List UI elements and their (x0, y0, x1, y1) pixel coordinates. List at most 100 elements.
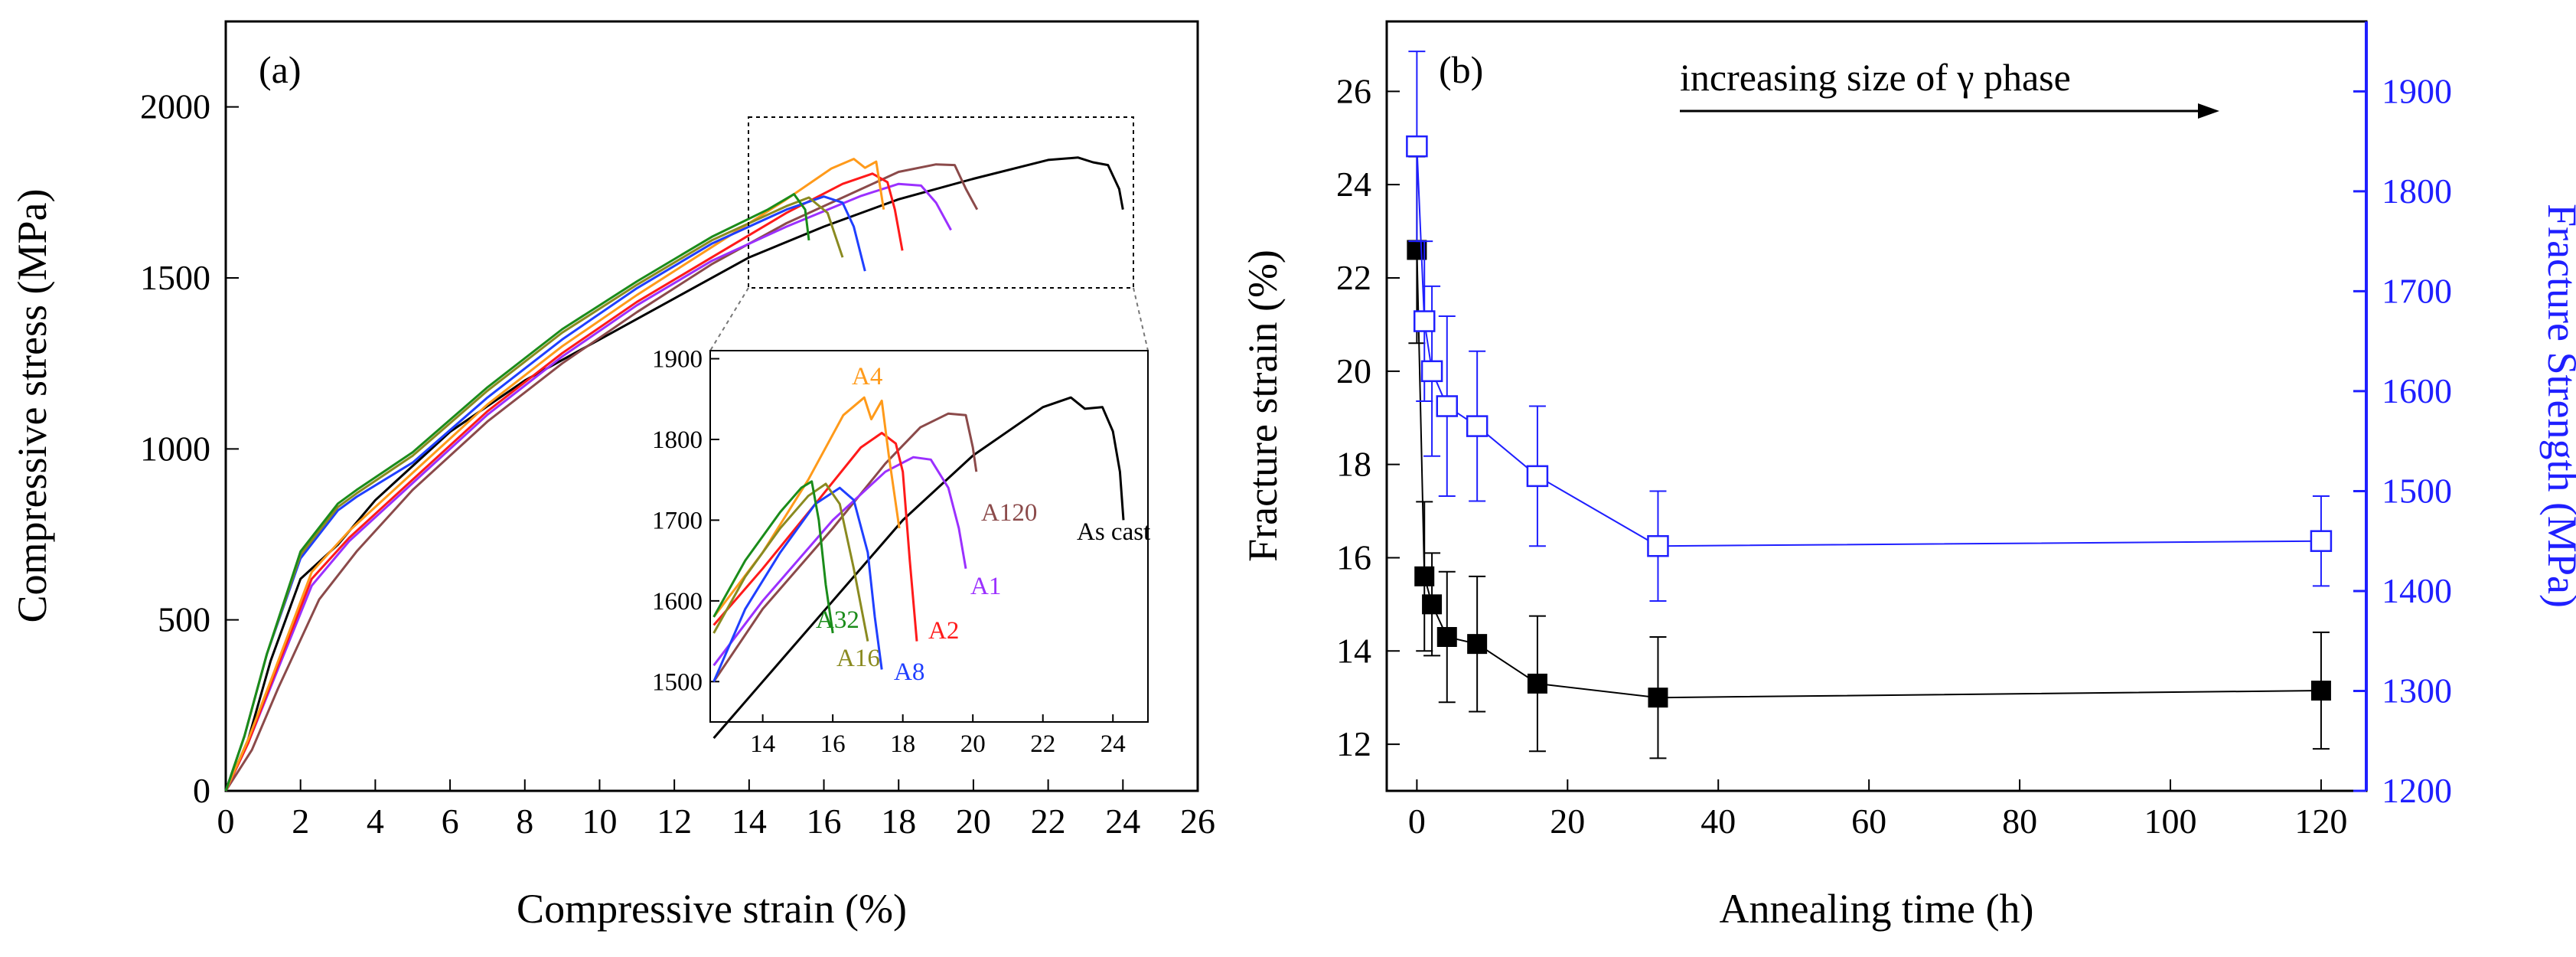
chart-b-series (1406, 51, 2333, 759)
chart-b-xlabel: Annealing time (h) (1720, 886, 2034, 932)
chart-b-xtick-label: 80 (2002, 802, 2037, 841)
curve-label-a32: A32 (816, 606, 859, 634)
series-fracture-strain-point (1648, 688, 1668, 708)
series-fracture-strain-point (1467, 634, 1488, 655)
chart-b-ytick-label: 18 (1336, 445, 1371, 484)
inset-ytick-label: 1900 (652, 346, 703, 374)
zoom-box (748, 116, 1134, 289)
chart-b-ytick-right-label: 1400 (2382, 571, 2452, 610)
chart-b-ytick-right-label: 1300 (2382, 671, 2452, 710)
series-fracture-strain-point (1527, 673, 1547, 694)
chart-a-xtick-label: 4 (367, 802, 384, 841)
chart-b: (b) increasing size of γ phase 0 20 40 60 80… (1240, 20, 2576, 932)
chart-a-xtick-label: 22 (1031, 802, 1066, 841)
chart-a-xtick-label: 8 (516, 802, 533, 841)
curve-label-a8: A8 (894, 658, 924, 686)
chart-a-xtick-label: 20 (956, 802, 991, 841)
chart-b-xtick-label: 120 (2294, 802, 2347, 841)
annotation-arrow-head (2198, 103, 2219, 119)
chart-a-xtick-label: 16 (807, 802, 842, 841)
chart-b-ytick-right-label: 1900 (2382, 71, 2452, 110)
series-fracture-strength-point (1466, 415, 1489, 437)
chart-a-xtick-label: 26 (1180, 802, 1215, 841)
chart-a-xtick-label: 12 (657, 802, 692, 841)
inset-series-as-cast (712, 396, 1125, 740)
chart-a-frame (224, 20, 1199, 792)
series-fracture-strain-point (2310, 681, 2331, 701)
chart-b-ytick-label: 14 (1336, 631, 1371, 670)
series-fracture-strain-point (1407, 240, 1427, 260)
series-fracture-strength-point (1526, 465, 1549, 488)
chart-b-xtick-label: 20 (1550, 802, 1585, 841)
curve-label-a1: A1 (970, 573, 1001, 600)
chart-a-ylabel: Compressive stress (MPa) (9, 189, 55, 623)
chart-b-ytick-right-label: 1500 (2382, 471, 2452, 510)
series-fracture-strength-point (1413, 310, 1436, 332)
chart-a-inset: 14 16 18 20 22 24 1500 1600 1700 1800 1900 A4 A120… (652, 346, 1150, 758)
series-a2 (224, 172, 904, 792)
chart-b-xtick-label: 60 (1851, 802, 1886, 841)
chart-b-ytick-right-label: 1800 (2382, 171, 2452, 211)
series-fracture-strength-point (1436, 395, 1459, 417)
series-fracture-strain-point (1422, 594, 1443, 615)
zoom-connector-left (709, 287, 749, 351)
chart-b-ytick-right-label: 1700 (2382, 271, 2452, 310)
chart-b-ytick-right-label: 1200 (2382, 771, 2452, 810)
chart-b-xtick-label: 40 (1700, 802, 1736, 841)
inset-series-a8 (712, 486, 883, 682)
series-fracture-strain-point (1436, 627, 1457, 647)
chart-b-axes: 0 20 40 60 80 100 120 12 14 16 18 20 22 24 26 1200 1300 1… (1336, 71, 2452, 841)
chart-a-xtick-label: 24 (1105, 802, 1140, 841)
inset-series-a120 (712, 412, 978, 683)
inset-xtick-label: 14 (750, 730, 775, 758)
chart-b-ylabel-right: Fracture Strength (MPa) (2539, 204, 2576, 608)
inset-series-a16 (712, 482, 869, 642)
chart-a-xtick-label: 18 (881, 802, 916, 841)
chart-b-ytick-label: 16 (1336, 537, 1371, 576)
inset-series-a1 (712, 456, 967, 667)
chart-b-annotation: increasing size of γ phase (1680, 56, 2071, 99)
series-fracture-strength-point (2310, 530, 2333, 552)
chart-a-xtick-label: 2 (292, 802, 309, 841)
series-a32 (224, 193, 810, 792)
chart-b-panel-label: (b) (1439, 48, 1483, 91)
curve-label-a120: A120 (981, 499, 1037, 527)
series-fracture-strength-point (1647, 534, 1669, 557)
inset-axes: 14 16 18 20 22 24 1500 1600 1700 1800 1900 (652, 346, 1126, 758)
series-a1 (224, 182, 952, 792)
inset-series-a32 (712, 480, 834, 634)
inset-xtick-label: 16 (820, 730, 846, 758)
chart-a-xtick-label: 0 (217, 802, 235, 841)
inset-ytick-label: 1600 (652, 588, 703, 616)
chart-a-ytick-label: 500 (158, 600, 210, 639)
chart-b-ytick-label: 24 (1336, 165, 1371, 204)
chart-a-ytick-label: 2000 (140, 87, 210, 126)
curve-label-as-cast: As cast (1077, 518, 1150, 546)
chart-a-xtick-label: 14 (732, 802, 767, 841)
inset-xtick-label: 24 (1101, 730, 1126, 758)
inset-xtick-label: 22 (1030, 730, 1055, 758)
chart-b-ytick-label: 12 (1336, 724, 1371, 763)
chart-a-ytick-label: 1000 (140, 429, 210, 468)
curve-label-a2: A2 (928, 617, 959, 645)
chart-a-xtick-label: 6 (442, 802, 459, 841)
inset-series-a2 (712, 432, 918, 642)
series-as-cast (224, 156, 1124, 792)
series-fracture-strength-point (1420, 360, 1443, 383)
inset-ytick-label: 1800 (652, 426, 703, 454)
inset-frame (709, 350, 1149, 723)
chart-a-series (224, 156, 1124, 792)
series-fracture-strain-point (1414, 566, 1435, 586)
curve-label-a4: A4 (852, 363, 882, 390)
chart-a: (a) 0 2 4 6 8 10 12 14 16 18 20 22 24 260500100015002… (9, 20, 1215, 932)
chart-b-ylabel: Fracture strain (%) (1240, 250, 1286, 562)
chart-b-ytick-label: 26 (1336, 71, 1371, 110)
chart-a-panel-label: (a) (259, 48, 302, 91)
chart-b-xtick-label: 0 (1408, 802, 1426, 841)
zoom-connector-right (1133, 287, 1149, 351)
inset-ytick-label: 1700 (652, 507, 703, 534)
chart-a-ytick-label: 0 (193, 771, 210, 810)
chart-b-ytick-label: 22 (1336, 258, 1371, 297)
